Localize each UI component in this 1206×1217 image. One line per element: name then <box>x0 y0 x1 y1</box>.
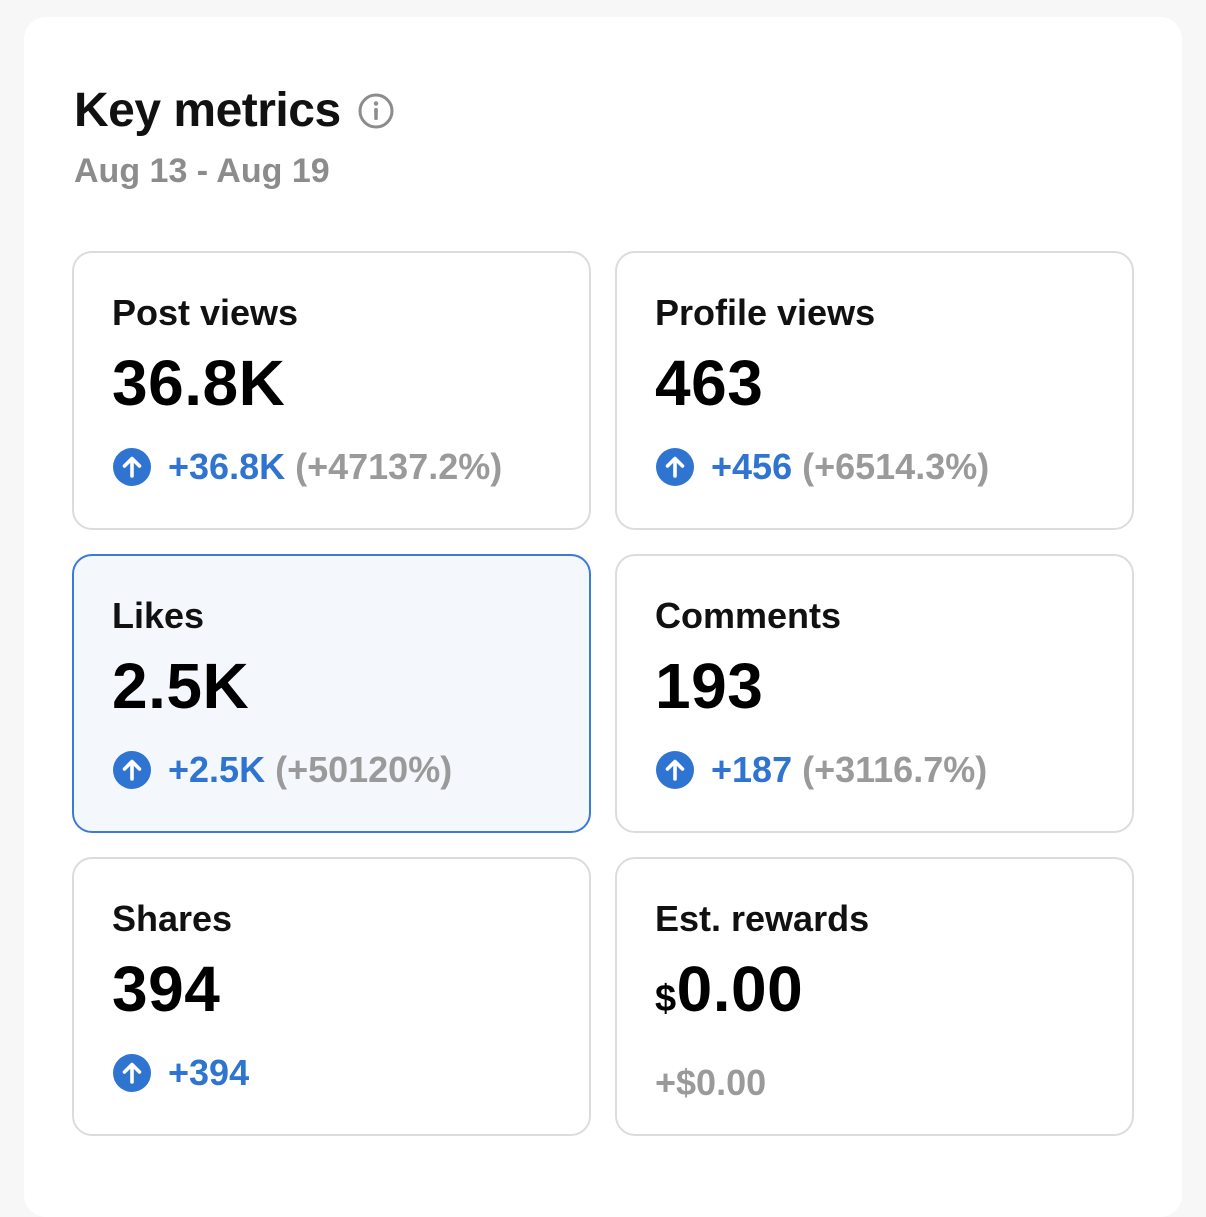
metric-card-likes[interactable]: Likes 2.5K +2.5K (+50120%) <box>72 554 591 833</box>
title-row: Key metrics <box>74 83 395 138</box>
arrow-up-circle-icon <box>112 750 152 790</box>
metric-value: 2.5K <box>112 650 250 722</box>
metric-value: 463 <box>655 347 764 419</box>
date-range: Aug 13 - Aug 19 <box>74 152 330 190</box>
page-title: Key metrics <box>74 84 341 137</box>
metric-percent: (+47137.2%) <box>295 446 503 487</box>
metric-card-post-views[interactable]: Post views 36.8K +36.8K (+47137.2%) <box>72 251 591 530</box>
metric-label: Shares <box>112 898 233 939</box>
metric-percent: (+6514.3%) <box>802 446 990 487</box>
metric-change: +187 (+3116.7%) <box>655 746 1094 794</box>
metric-delta: +2.5K <box>168 749 266 790</box>
arrow-up-circle-icon <box>655 447 695 487</box>
metric-value: 394 <box>112 953 221 1025</box>
metric-percent: (+3116.7%) <box>802 749 988 790</box>
metric-value: 36.8K <box>112 347 286 419</box>
metric-change: +394 <box>112 1049 551 1097</box>
metric-value-number: 0.00 <box>676 953 804 1025</box>
key-metrics-panel: Key metrics Aug 13 - Aug 19 Post views 3… <box>24 17 1182 1217</box>
metric-label: Likes <box>112 595 205 636</box>
metric-value: 193 <box>655 650 764 722</box>
metric-label: Comments <box>655 595 842 636</box>
metrics-grid: Post views 36.8K +36.8K (+47137.2%) Prof… <box>72 251 1134 1136</box>
metric-card-comments[interactable]: Comments 193 +187 (+3116.7%) <box>615 554 1134 833</box>
metric-change: +$0.00 <box>655 1059 1094 1107</box>
metric-percent: (+50120%) <box>275 749 453 790</box>
currency-symbol: $ <box>655 978 677 1020</box>
metric-card-profile-views[interactable]: Profile views 463 +456 (+6514.3%) <box>615 251 1134 530</box>
metric-change: +456 (+6514.3%) <box>655 443 1094 491</box>
metric-change: +36.8K (+47137.2%) <box>112 443 551 491</box>
info-icon[interactable] <box>357 92 395 130</box>
arrow-up-circle-icon <box>655 750 695 790</box>
metric-delta: +187 <box>711 749 793 790</box>
arrow-up-circle-icon <box>112 1053 152 1093</box>
metric-label: Est. rewards <box>655 898 870 939</box>
metric-delta: +456 <box>711 446 793 487</box>
metric-delta: +$0.00 <box>655 1062 767 1103</box>
metric-card-est-rewards[interactable]: Est. rewards $0.00 +$0.00 <box>615 857 1134 1136</box>
metric-value: $0.00 <box>655 953 1094 1035</box>
key-metrics-header: Key metrics Aug 13 - Aug 19 <box>74 83 395 191</box>
metric-label: Profile views <box>655 292 876 333</box>
metric-delta: +394 <box>168 1052 250 1093</box>
metric-card-shares[interactable]: Shares 394 +394 <box>72 857 591 1136</box>
arrow-up-circle-icon <box>112 447 152 487</box>
metric-change: +2.5K (+50120%) <box>112 746 551 794</box>
metric-label: Post views <box>112 292 299 333</box>
metric-delta: +36.8K <box>168 446 286 487</box>
